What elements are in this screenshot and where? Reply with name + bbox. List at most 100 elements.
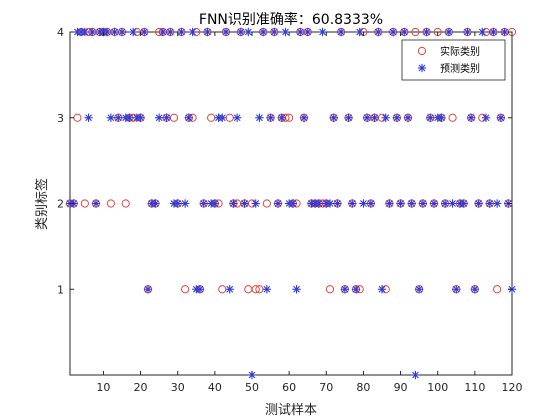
predicted-point [162, 113, 171, 122]
actual-point [121, 199, 130, 208]
predicted-point [385, 199, 394, 208]
legend-label-actual: 实际类别 [440, 45, 480, 58]
predicted-point [426, 113, 435, 122]
actual-point [251, 285, 260, 294]
predicted-point [80, 27, 90, 37]
predicted-point [114, 113, 123, 122]
predicted-point [351, 285, 361, 294]
predicted-point [199, 199, 208, 208]
predicted-point [340, 285, 350, 294]
predicted-point [195, 285, 205, 294]
predicted-point [429, 199, 439, 208]
y-ticks: 1 2 3 4 [57, 26, 512, 296]
predicted-point [288, 199, 298, 208]
x-tick-label: 110 [464, 381, 485, 394]
predicted-point [422, 27, 431, 37]
x-tick-label: 70 [319, 381, 333, 394]
x-tick-label: 80 [356, 381, 370, 394]
predicted-point [140, 27, 149, 37]
y-tick-label: 1 [57, 283, 64, 296]
x-tick-label: 30 [171, 381, 185, 394]
predicted-point [203, 27, 212, 37]
predicted-point [396, 199, 405, 208]
legend-circle-marker [417, 46, 427, 56]
predicted-point [106, 113, 116, 122]
legend-marker-actual [417, 46, 427, 56]
predicted-point [166, 27, 175, 37]
predicted-point [496, 113, 506, 122]
predicted-point [403, 113, 413, 122]
x-tick-label: 10 [96, 381, 110, 394]
predicted-point [355, 27, 364, 37]
predicted-point [388, 27, 398, 37]
predicted-point [102, 27, 112, 37]
predicted-point [299, 113, 309, 122]
predicted-point [258, 27, 268, 37]
predicted-point [177, 27, 186, 37]
predicted-point [180, 199, 190, 208]
x-tick-label: 20 [134, 381, 148, 394]
actual-point [411, 27, 420, 37]
predicted-point [91, 199, 101, 208]
actual-point [325, 285, 335, 294]
predicted-point [296, 27, 305, 37]
legend-asterisk-marker [417, 63, 427, 73]
x-tick-label: 60 [282, 381, 296, 394]
predicted-point [444, 27, 454, 37]
predicted-point [154, 113, 164, 122]
predicted-point [448, 199, 457, 208]
predicted-point [236, 27, 246, 37]
actual-point [262, 199, 271, 208]
predicted-point [251, 199, 260, 208]
x-axis-label: 测试样本 [265, 403, 317, 418]
predicted-point [411, 370, 420, 380]
predicted-point [88, 27, 97, 37]
predicted-point [452, 285, 461, 294]
x-tick-label: 40 [208, 381, 222, 394]
actual-point [181, 285, 190, 294]
predicted-point [277, 113, 286, 122]
actual-point [493, 285, 502, 294]
predicted-point [84, 113, 93, 122]
actual-point [80, 199, 89, 208]
predicted-point [459, 199, 468, 208]
predicted-point [229, 199, 238, 208]
x-ticks: 10 20 30 40 50 60 70 80 90 100 110 120 [96, 32, 523, 394]
predicted-point [418, 199, 428, 208]
predicted-point [374, 27, 383, 37]
predicted-point [232, 113, 242, 122]
predicted-point [474, 199, 483, 208]
legend: 实际类别 预测类别 [401, 39, 506, 81]
predicted-point [136, 113, 145, 122]
predicted-point [325, 199, 335, 208]
predicted-point [414, 285, 424, 294]
y-tick-label: 2 [57, 198, 64, 211]
predicted-point [188, 27, 197, 37]
predicted-point [463, 27, 472, 37]
predicted-point [329, 113, 338, 122]
predicted-point [117, 27, 127, 37]
predicted-point [240, 199, 249, 208]
predicted-point [485, 199, 494, 208]
predicted-point [400, 27, 409, 37]
predicted-point [440, 199, 450, 208]
predicted-point [303, 27, 312, 37]
predicted-point [466, 113, 476, 122]
predicted-point [359, 199, 368, 208]
legend-box [401, 39, 506, 81]
predicted-point [381, 113, 390, 122]
predicted-point [377, 285, 387, 294]
predicted-point [143, 285, 153, 294]
predicted-point [489, 27, 498, 37]
predicted-point [318, 27, 327, 37]
legend-label-predicted: 预测类别 [440, 62, 480, 75]
predicted-point [125, 113, 134, 122]
predicted-point [158, 27, 168, 37]
predicted-point [184, 113, 194, 122]
legend-marker-predicted [417, 63, 427, 73]
predicted-point [478, 27, 487, 37]
predicted-point [407, 199, 416, 208]
predicted-point [210, 199, 220, 208]
